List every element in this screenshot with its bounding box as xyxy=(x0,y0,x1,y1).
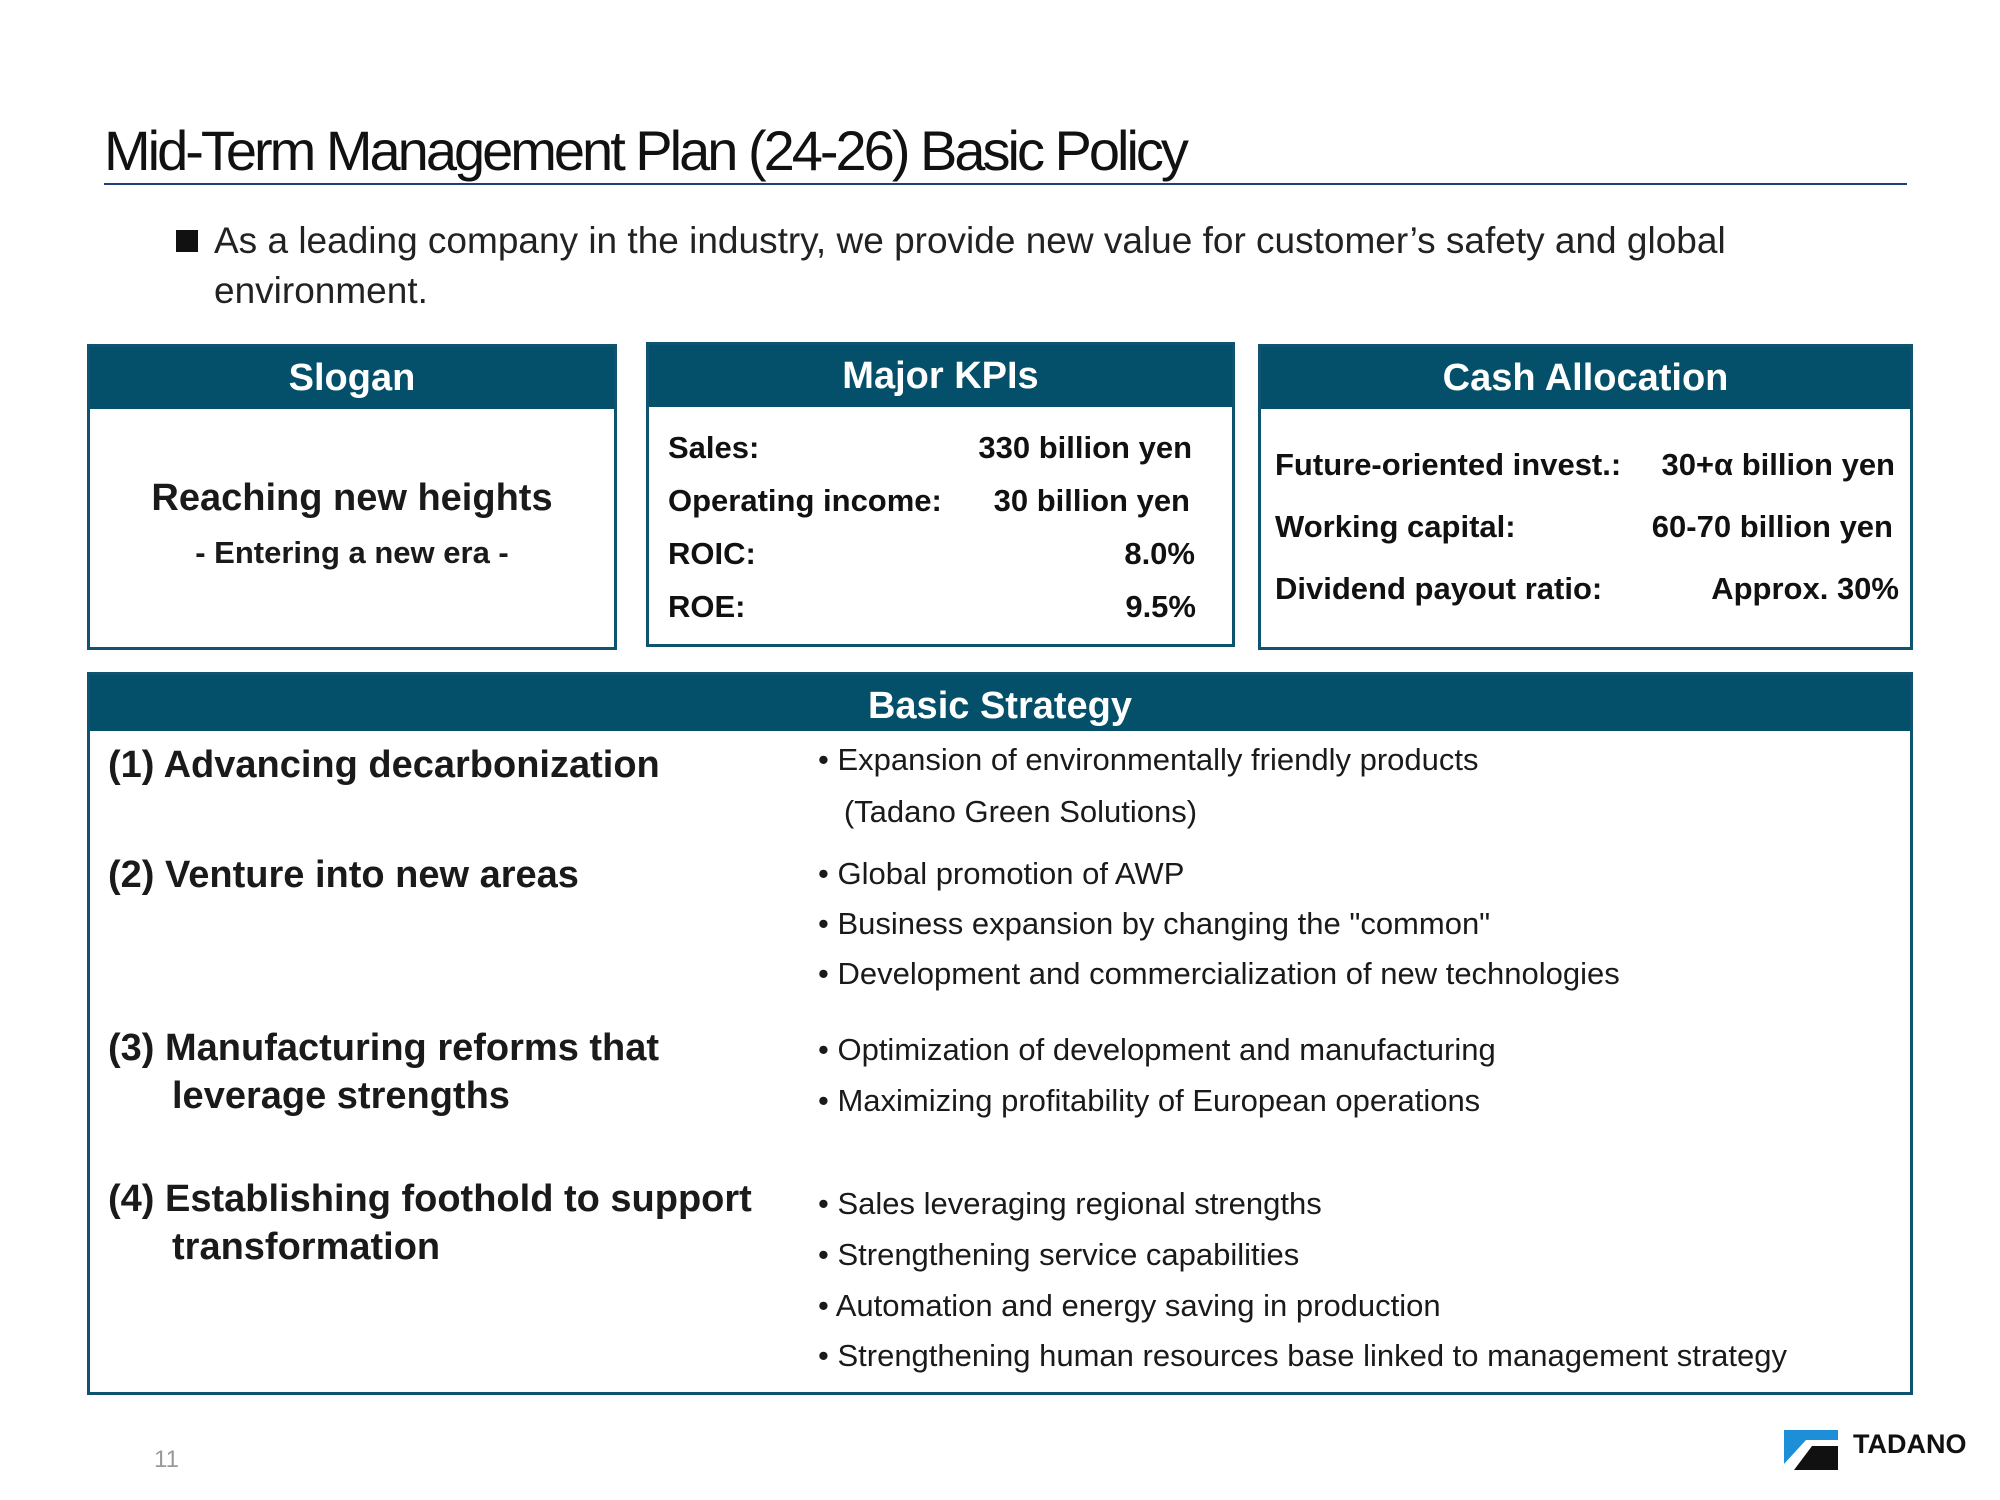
kpi-value: 9.5% xyxy=(1125,589,1196,624)
tadano-logo-text: TADANO xyxy=(1853,1429,1967,1459)
kpi-value: 30 billion yen xyxy=(993,483,1190,518)
strategy-item-3-title: (3) Manufacturing reforms that leverage … xyxy=(108,1024,659,1120)
strategy-item-1-bullet: • Expansion of environmentally friendly … xyxy=(818,742,1479,777)
cash-label: Dividend payout ratio: xyxy=(1275,571,1603,606)
slogan-header: Slogan xyxy=(90,347,614,409)
kpi-header: Major KPIs xyxy=(649,345,1232,407)
cash-allocation-header: Cash Allocation xyxy=(1261,347,1910,409)
slogan-main-text: Reaching new heights xyxy=(151,477,553,519)
cash-value: Approx. 30% xyxy=(1711,571,1899,606)
strategy-title-text: (2) Venture into new areas xyxy=(108,854,579,896)
kpi-row-roe: ROE: 9.5% xyxy=(668,589,1208,625)
lead-text: As a leading company in the industry, we… xyxy=(214,220,1726,311)
strategy-title-text: (3) Manufacturing reforms that xyxy=(108,1027,660,1069)
strategy-item-1-title: (1) Advancing decarbonization xyxy=(108,741,660,789)
kpi-row-operating-income: Operating income: 30 billion yen xyxy=(668,483,1208,519)
strategy-item-4-bullet: • Strengthening human resources base lin… xyxy=(818,1338,1787,1373)
basic-strategy-header: Basic Strategy xyxy=(90,675,1910,731)
kpi-label: Operating income: xyxy=(668,483,942,518)
kpi-value: 330 billion yen xyxy=(978,430,1192,465)
kpi-label: Sales: xyxy=(668,430,760,465)
strategy-title-continuation: transformation xyxy=(172,1226,441,1268)
cash-value: 30+α billion yen xyxy=(1661,447,1895,482)
cash-allocation-box: Cash Allocation Future-oriented invest.:… xyxy=(1258,344,1913,650)
kpi-row-sales: Sales: 330 billion yen xyxy=(668,430,1208,466)
strategy-title-continuation: leverage strengths xyxy=(172,1075,510,1117)
strategy-item-1-bullet: (Tadano Green Solutions) xyxy=(818,794,1198,829)
strategy-item-3-bullet: • Optimization of development and manufa… xyxy=(818,1032,1496,1067)
strategy-item-2-bullet: • Business expansion by changing the "co… xyxy=(818,906,1491,941)
page-number: 11 xyxy=(154,1446,179,1473)
square-bullet-icon xyxy=(176,230,198,252)
slogan-box: Slogan Reaching new heights - Entering a… xyxy=(87,344,617,650)
strategy-item-2-bullet: • Global promotion of AWP xyxy=(818,856,1185,891)
cash-row-future-invest: Future-oriented invest.: 30+α billion ye… xyxy=(1275,447,1895,483)
kpi-value: 8.0% xyxy=(1124,536,1195,571)
strategy-item-4-bullet: • Automation and energy saving in produc… xyxy=(818,1288,1441,1323)
strategy-item-2-title: (2) Venture into new areas xyxy=(108,851,579,899)
kpi-label: ROE: xyxy=(668,589,746,624)
strategy-item-4-title: (4) Establishing foothold to support tra… xyxy=(108,1175,752,1271)
strategy-item-2-bullet: • Development and commercialization of n… xyxy=(818,956,1620,991)
title-underline xyxy=(104,183,1907,185)
kpi-box: Major KPIs Sales: 330 billion yen Operat… xyxy=(646,342,1235,647)
strategy-item-4-bullet: • Sales leveraging regional strengths xyxy=(818,1186,1322,1221)
kpi-label: ROIC: xyxy=(668,536,756,571)
lead-statement: As a leading company in the industry, we… xyxy=(176,216,1878,316)
cash-row-working-capital: Working capital: 60-70 billion yen xyxy=(1275,509,1895,545)
strategy-item-4-bullet: • Strengthening service capabilities xyxy=(818,1237,1300,1272)
strategy-title-text: (4) Establishing foothold to support xyxy=(108,1178,752,1220)
strategy-item-3-bullet: • Maximizing profitability of European o… xyxy=(818,1083,1481,1118)
tadano-logo-mark-icon xyxy=(1784,1430,1838,1470)
cash-label: Future-oriented invest.: xyxy=(1275,447,1622,482)
basic-strategy-box: Basic Strategy xyxy=(87,672,1913,1395)
cash-row-dividend: Dividend payout ratio: Approx. 30% xyxy=(1275,571,1899,607)
cash-value: 60-70 billion yen xyxy=(1651,509,1893,544)
kpi-row-roic: ROIC: 8.0% xyxy=(668,536,1208,572)
page-title: Mid-Term Management Plan (24-26) Basic P… xyxy=(104,119,1189,182)
slogan-sub-text: - Entering a new era - xyxy=(195,535,509,570)
cash-label: Working capital: xyxy=(1275,509,1516,544)
strategy-title-text: (1) Advancing decarbonization xyxy=(108,744,660,786)
